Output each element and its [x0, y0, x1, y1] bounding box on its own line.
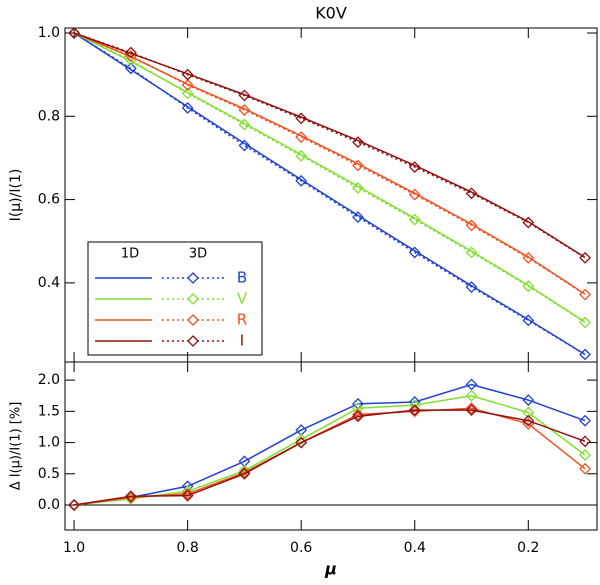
legend-header: 3D	[189, 247, 207, 262]
marker	[238, 89, 251, 102]
marker	[352, 402, 364, 415]
marker	[352, 136, 364, 149]
marker	[522, 280, 535, 293]
y-tick-label: 0.4	[38, 275, 60, 291]
marker	[295, 436, 308, 449]
y-tick-label: 1.0	[38, 435, 60, 451]
marker	[465, 219, 478, 232]
y-tick-label: 0.6	[38, 192, 60, 208]
marker	[579, 288, 591, 301]
marker	[352, 408, 364, 421]
marker	[181, 102, 194, 114]
marker	[181, 79, 194, 91]
marker	[465, 187, 478, 200]
y-axis-label: I(μ)/I(1)	[8, 169, 24, 222]
legend-header: 1D	[121, 247, 139, 262]
legend-label: B	[237, 269, 247, 287]
frame	[64, 361, 598, 531]
marker	[522, 251, 535, 264]
marker	[295, 174, 308, 187]
marker	[522, 314, 535, 327]
x-tick-label: 0.2	[517, 540, 539, 556]
marker	[579, 348, 591, 361]
marker	[68, 499, 81, 511]
legend-marker	[187, 272, 199, 284]
marker	[522, 414, 535, 427]
marker	[579, 316, 591, 329]
x-tick-label: 0.4	[404, 540, 426, 556]
line	[73, 409, 586, 506]
x-axis-label: μ	[324, 560, 337, 579]
marker	[295, 433, 308, 446]
y-tick-label: 1.5	[38, 403, 60, 419]
y-tick-label: 0.5	[38, 466, 60, 482]
y-tick-label: 0.0	[38, 497, 60, 513]
marker	[465, 389, 478, 402]
marker	[579, 449, 591, 461]
marker	[238, 467, 251, 480]
marker	[522, 406, 535, 419]
x-tick-label: 1.0	[63, 540, 85, 556]
line	[73, 407, 586, 506]
y-axis-label: Δ I(μ)/I(1) [%]	[9, 402, 24, 491]
marker	[181, 489, 194, 502]
marker	[579, 414, 591, 427]
chart-title: K0V	[315, 4, 347, 23]
x-tick-label: 0.6	[290, 540, 312, 556]
marker	[124, 62, 137, 75]
marker	[465, 281, 478, 293]
legend-label: R	[237, 311, 247, 329]
y-tick-label: 1.0	[38, 25, 60, 41]
x-tick-label: 0.8	[177, 540, 199, 556]
line-1d	[73, 32, 586, 295]
marker	[465, 404, 478, 417]
marker	[522, 394, 535, 407]
marker	[68, 27, 81, 39]
marker	[238, 464, 251, 477]
line	[73, 32, 586, 259]
line	[73, 383, 586, 506]
marker	[465, 246, 478, 259]
marker	[408, 404, 421, 417]
line	[73, 32, 586, 356]
marker	[408, 213, 421, 226]
marker	[579, 251, 591, 264]
marker	[181, 487, 194, 500]
marker	[124, 490, 137, 503]
legend-marker	[187, 293, 199, 305]
line	[74, 394, 586, 506]
marker	[408, 188, 421, 201]
marker	[352, 159, 364, 172]
marker	[295, 149, 308, 162]
marker	[522, 216, 535, 229]
marker	[238, 104, 251, 116]
marker	[181, 87, 194, 100]
marker	[295, 112, 308, 125]
marker	[352, 182, 364, 194]
marker	[408, 161, 421, 174]
legend-label: I	[240, 332, 244, 350]
marker	[579, 435, 591, 448]
marker	[352, 410, 364, 423]
line	[73, 32, 586, 324]
y-tick-label: 2.0	[38, 372, 60, 388]
marker	[238, 118, 251, 131]
line	[73, 32, 586, 296]
marker	[465, 402, 478, 415]
legend-marker	[187, 314, 199, 326]
y-tick-label: 0.8	[38, 108, 60, 124]
marker	[465, 378, 478, 391]
legend-marker	[187, 335, 199, 347]
marker	[124, 46, 137, 59]
marker	[408, 246, 421, 259]
marker	[181, 68, 194, 81]
marker	[238, 139, 251, 152]
marker	[352, 211, 364, 223]
marker	[238, 466, 251, 479]
marker	[579, 462, 591, 475]
legend-label: V	[237, 290, 248, 308]
marker	[295, 131, 308, 144]
